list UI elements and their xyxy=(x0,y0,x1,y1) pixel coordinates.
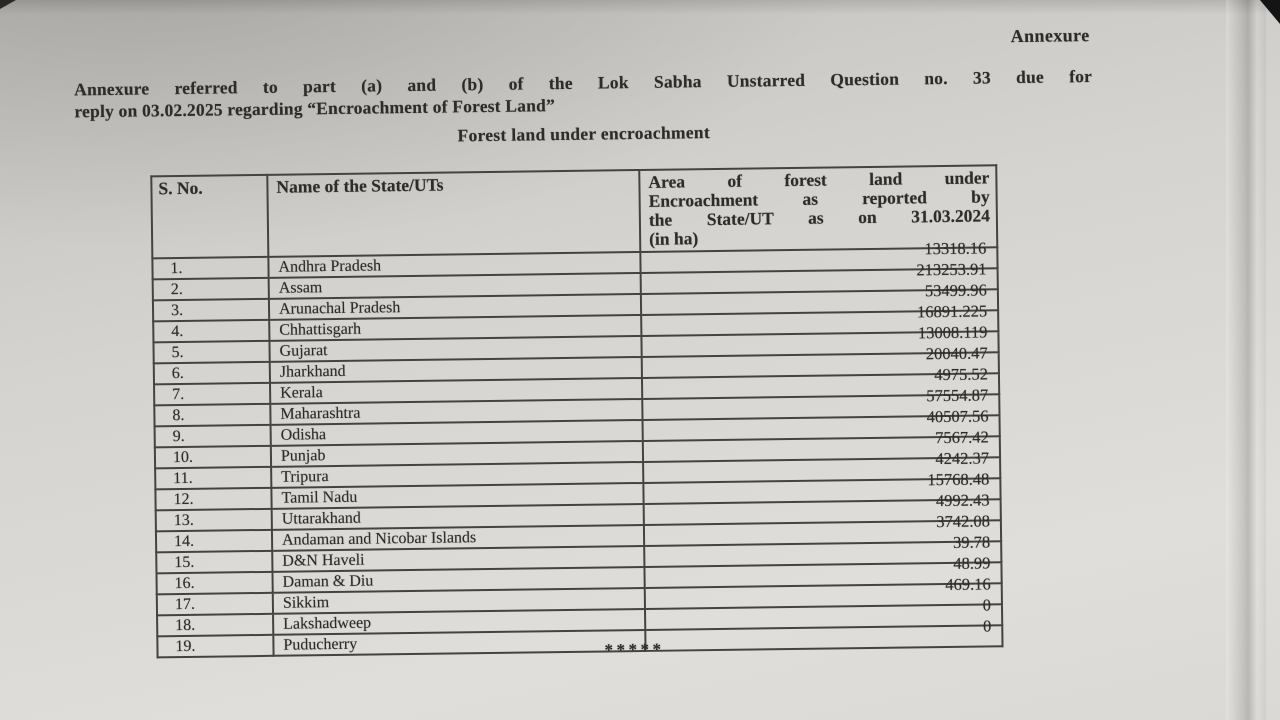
header-state-name: Name of the State/UTs xyxy=(267,169,641,257)
cell-serial-number: 11. xyxy=(155,466,272,490)
header-area-lines: Area of forest land under Encroachment as… xyxy=(648,167,990,248)
cell-serial-number: 4. xyxy=(153,319,270,343)
cell-serial-number: 5. xyxy=(153,340,270,364)
cell-area-value: 0 xyxy=(645,616,1003,651)
paper-edge-crease xyxy=(1226,0,1266,720)
cell-state-name: Puducherry xyxy=(273,629,646,656)
cell-serial-number: 3. xyxy=(152,298,270,322)
scan-corner-top-left xyxy=(0,0,16,9)
cell-serial-number: 12. xyxy=(155,487,272,511)
cell-serial-number: 1. xyxy=(152,256,269,280)
cell-serial-number: 16. xyxy=(156,571,273,595)
cell-serial-number: 10. xyxy=(154,445,272,469)
header-serial-number: S. No. xyxy=(151,174,269,259)
cell-serial-number: 6. xyxy=(153,361,271,385)
scan-corner-top-right xyxy=(1260,0,1280,24)
cell-serial-number: 18. xyxy=(157,613,274,637)
cell-serial-number: 2. xyxy=(152,277,269,301)
cell-serial-number: 17. xyxy=(156,592,274,616)
encroachment-table: S. No. Name of the State/UTs Area of for… xyxy=(150,164,1003,658)
cell-serial-number: 8. xyxy=(154,403,271,427)
cell-serial-number: 13. xyxy=(155,508,272,532)
cell-serial-number: 15. xyxy=(156,550,273,574)
table-title: Forest land under encroachment xyxy=(457,122,711,146)
table-header-row: S. No. Name of the State/UTs Area of for… xyxy=(151,165,998,259)
reference-paragraph: Annexure referred to part (a) and (b) of… xyxy=(74,65,1092,122)
annexure-label: Annexure xyxy=(1010,25,1090,47)
cell-serial-number: 9. xyxy=(154,424,271,448)
cell-serial-number: 7. xyxy=(154,382,271,406)
cell-serial-number: 14. xyxy=(155,529,273,553)
footer-asterisks: ***** xyxy=(604,639,665,660)
cell-serial-number: 19. xyxy=(157,634,274,658)
